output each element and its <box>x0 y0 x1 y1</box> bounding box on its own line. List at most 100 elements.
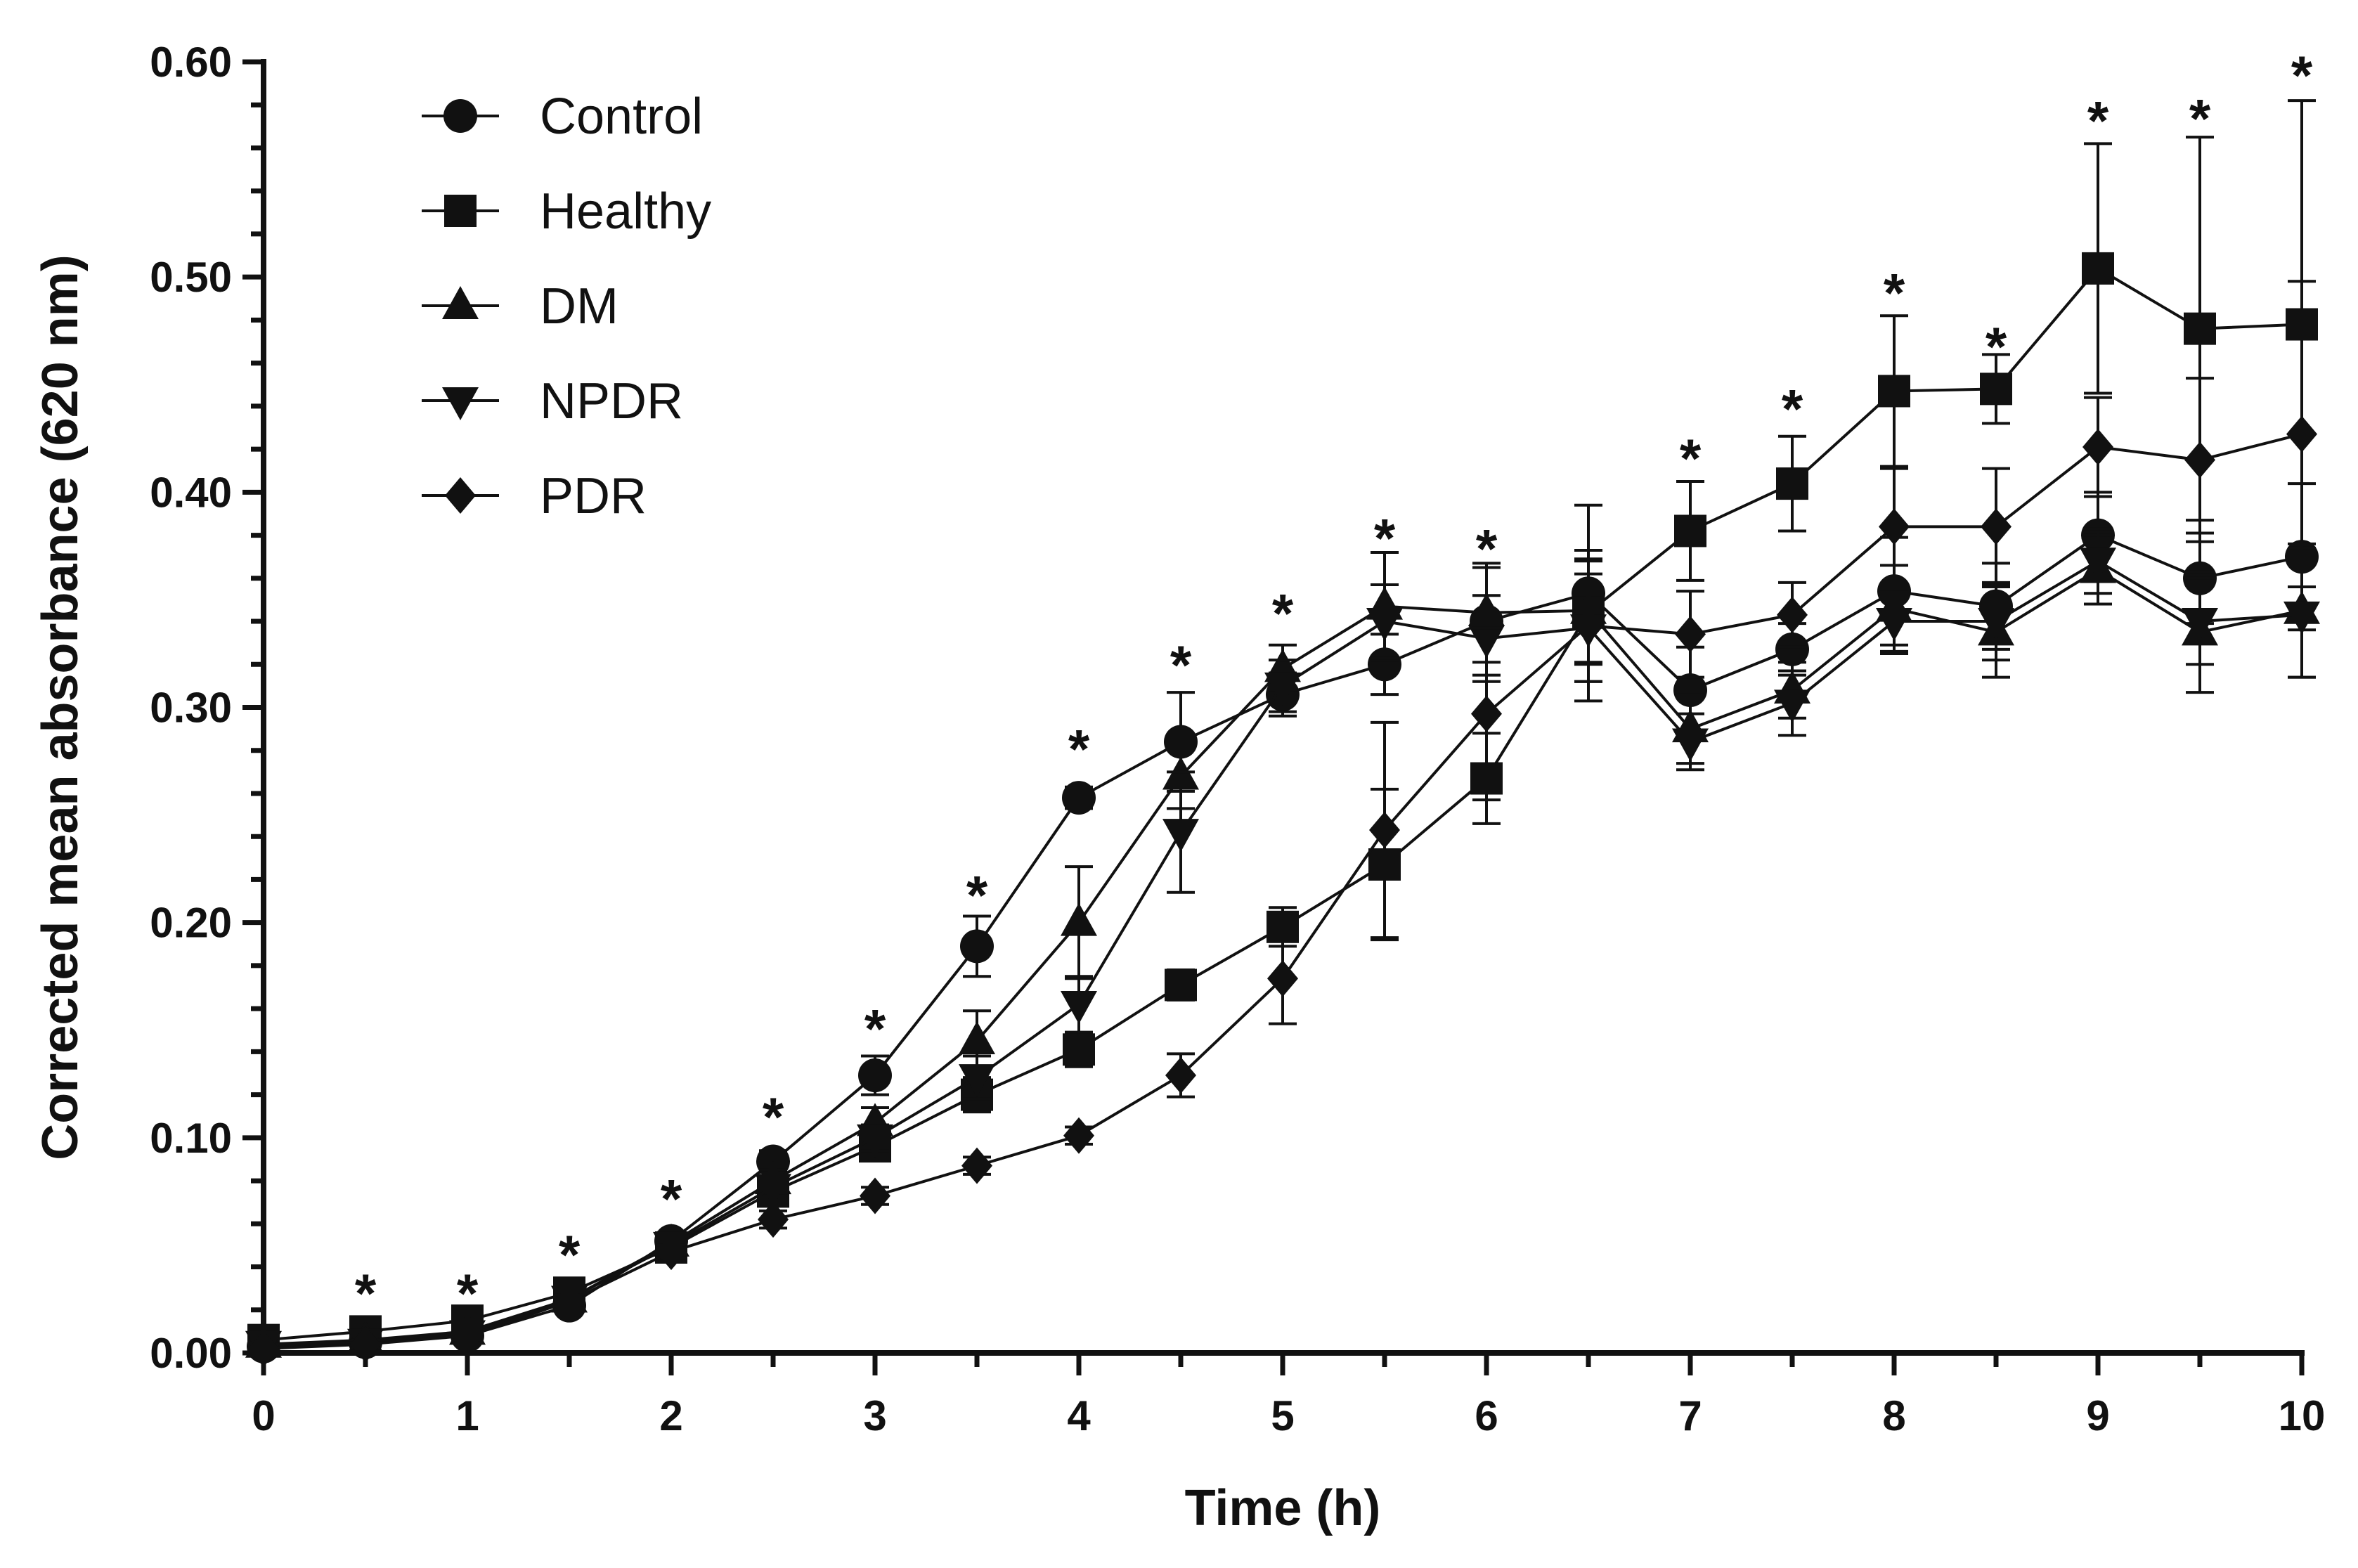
legend: Control Healthy DM NPDR PDR <box>422 89 711 524</box>
series-pdr-point <box>1471 695 1502 732</box>
significance-asterisk: * <box>1374 507 1396 569</box>
legend-item-pdr: PDR <box>422 468 647 524</box>
x-tick-label: 4 <box>1067 1392 1091 1439</box>
legend-item-control: Control <box>422 89 703 145</box>
series-npdr-point <box>959 1064 995 1098</box>
series-npdr-point <box>1264 672 1301 706</box>
y-tick-label: 0.10 <box>150 1115 232 1162</box>
significance-asterisk: * <box>457 1262 479 1324</box>
series-healthy-point <box>1878 375 1910 408</box>
legend-marker-dm <box>442 286 479 319</box>
x-tick-label: 3 <box>863 1392 886 1439</box>
series-control-point <box>1775 632 1809 666</box>
series-npdr-point <box>1672 728 1709 762</box>
series-npdr-point <box>1162 819 1199 853</box>
x-tick-label: 7 <box>1678 1392 1702 1439</box>
series-pdr <box>248 280 2317 1367</box>
series-healthy-point <box>2184 312 2216 345</box>
series-pdr-point <box>1369 812 1400 849</box>
series-control-point <box>1062 781 1096 815</box>
x-tick-label: 0 <box>252 1392 275 1439</box>
series-healthy-point <box>1063 1033 1095 1066</box>
legend-item-dm: DM <box>422 278 618 335</box>
series-pdr-point <box>1777 596 1808 633</box>
significance-asterisk: * <box>864 997 886 1059</box>
series-npdr <box>245 527 2320 1364</box>
series-npdr-point <box>2182 608 2218 642</box>
series-pdr-point <box>860 1177 890 1214</box>
axis-ticks: 0.00 0.10 0.20 0.30 0.40 0.50 0.60 0 1 2 3 4 5 6 7 8 9 10 <box>150 39 2325 1439</box>
y-tick-label: 0.60 <box>150 39 232 86</box>
series-npdr-point <box>1366 608 1403 642</box>
x-tick-label: 5 <box>1271 1392 1294 1439</box>
series-npdr-point <box>1774 689 1810 723</box>
significance-asterisk: * <box>1985 316 2007 377</box>
series-npdr-point <box>2080 547 2116 581</box>
legend-label: PDR <box>540 468 647 524</box>
y-tick-label: 0.00 <box>150 1330 232 1377</box>
series-npdr-point <box>1061 991 1097 1025</box>
significance-asterisk: * <box>559 1224 581 1285</box>
x-axis-title: Time (h) <box>1185 1480 1381 1536</box>
y-tick-label: 0.20 <box>150 900 232 947</box>
y-axis-title: Corrected mean absorbance (620 nm) <box>32 254 89 1160</box>
series-pdr-point <box>1165 1057 1196 1094</box>
series-healthy-point <box>1980 372 2012 406</box>
series-pdr-point <box>1981 508 2012 545</box>
series-pdr-point <box>961 1147 992 1184</box>
series-pdr-point <box>2082 429 2113 466</box>
significance-asterisk: * <box>1884 261 1905 323</box>
series-healthy-point <box>1165 968 1197 1002</box>
legend-label: DM <box>540 278 618 335</box>
significance-asterisk: * <box>1782 378 1803 440</box>
series-healthy-point <box>1776 467 1808 500</box>
series-pdr-point <box>1675 616 1706 653</box>
y-tick-label: 0.30 <box>150 685 232 732</box>
series-control-point <box>858 1058 892 1093</box>
significance-asterisk: * <box>2291 44 2313 106</box>
significance-asterisk: * <box>763 1086 784 1148</box>
significance-asterisk: * <box>1680 427 1702 489</box>
x-tick-label: 1 <box>455 1392 479 1439</box>
significance-asterisk: * <box>966 864 988 926</box>
series-pdr-point <box>452 1317 483 1354</box>
series-healthy-point <box>1674 514 1706 547</box>
series-pdr-point <box>1267 960 1298 997</box>
series-npdr-point <box>1978 608 2014 642</box>
series-pdr-point <box>656 1233 687 1271</box>
significance-asterisk: * <box>1170 634 1192 696</box>
legend-label: Healthy <box>540 183 711 240</box>
legend-item-npdr: NPDR <box>422 373 683 429</box>
series-pdr-point <box>758 1201 789 1238</box>
series-dm-point <box>959 1021 995 1055</box>
significance-asterisk: * <box>661 1167 682 1229</box>
legend-marker-pdr <box>445 477 476 514</box>
series-dm-point <box>1061 902 1097 936</box>
significance-asterisk: * <box>355 1262 377 1324</box>
x-tick-label: 9 <box>2086 1392 2109 1439</box>
series-control-point <box>1164 725 1198 759</box>
series-npdr-point <box>1876 608 1912 642</box>
series-control-point <box>960 929 994 964</box>
series-healthy-point <box>2082 252 2114 285</box>
legend-marker-healthy <box>444 195 477 227</box>
series-pdr-point <box>554 1283 585 1320</box>
series-npdr-point <box>2283 601 2320 635</box>
x-tick-label: 2 <box>659 1392 682 1439</box>
x-tick-label: 8 <box>1882 1392 1905 1439</box>
series-control-point <box>1673 673 1707 708</box>
series-pdr-point <box>2184 441 2215 479</box>
legend-marker-npdr <box>442 387 479 420</box>
series-npdr-point <box>857 1124 893 1158</box>
series-pdr-point <box>1573 607 1604 644</box>
series-npdr-point <box>755 1174 791 1207</box>
significance-asterisk: * <box>2087 89 2109 151</box>
significance-asterisk: * <box>1068 718 1090 779</box>
legend-item-healthy: Healthy <box>422 183 711 240</box>
plot-area <box>245 99 2320 1367</box>
y-tick-label: 0.40 <box>150 469 232 516</box>
series-control-point <box>1368 647 1401 682</box>
significance-asterisk: * <box>1476 518 1498 580</box>
significance-asterisk: * <box>2189 87 2211 149</box>
